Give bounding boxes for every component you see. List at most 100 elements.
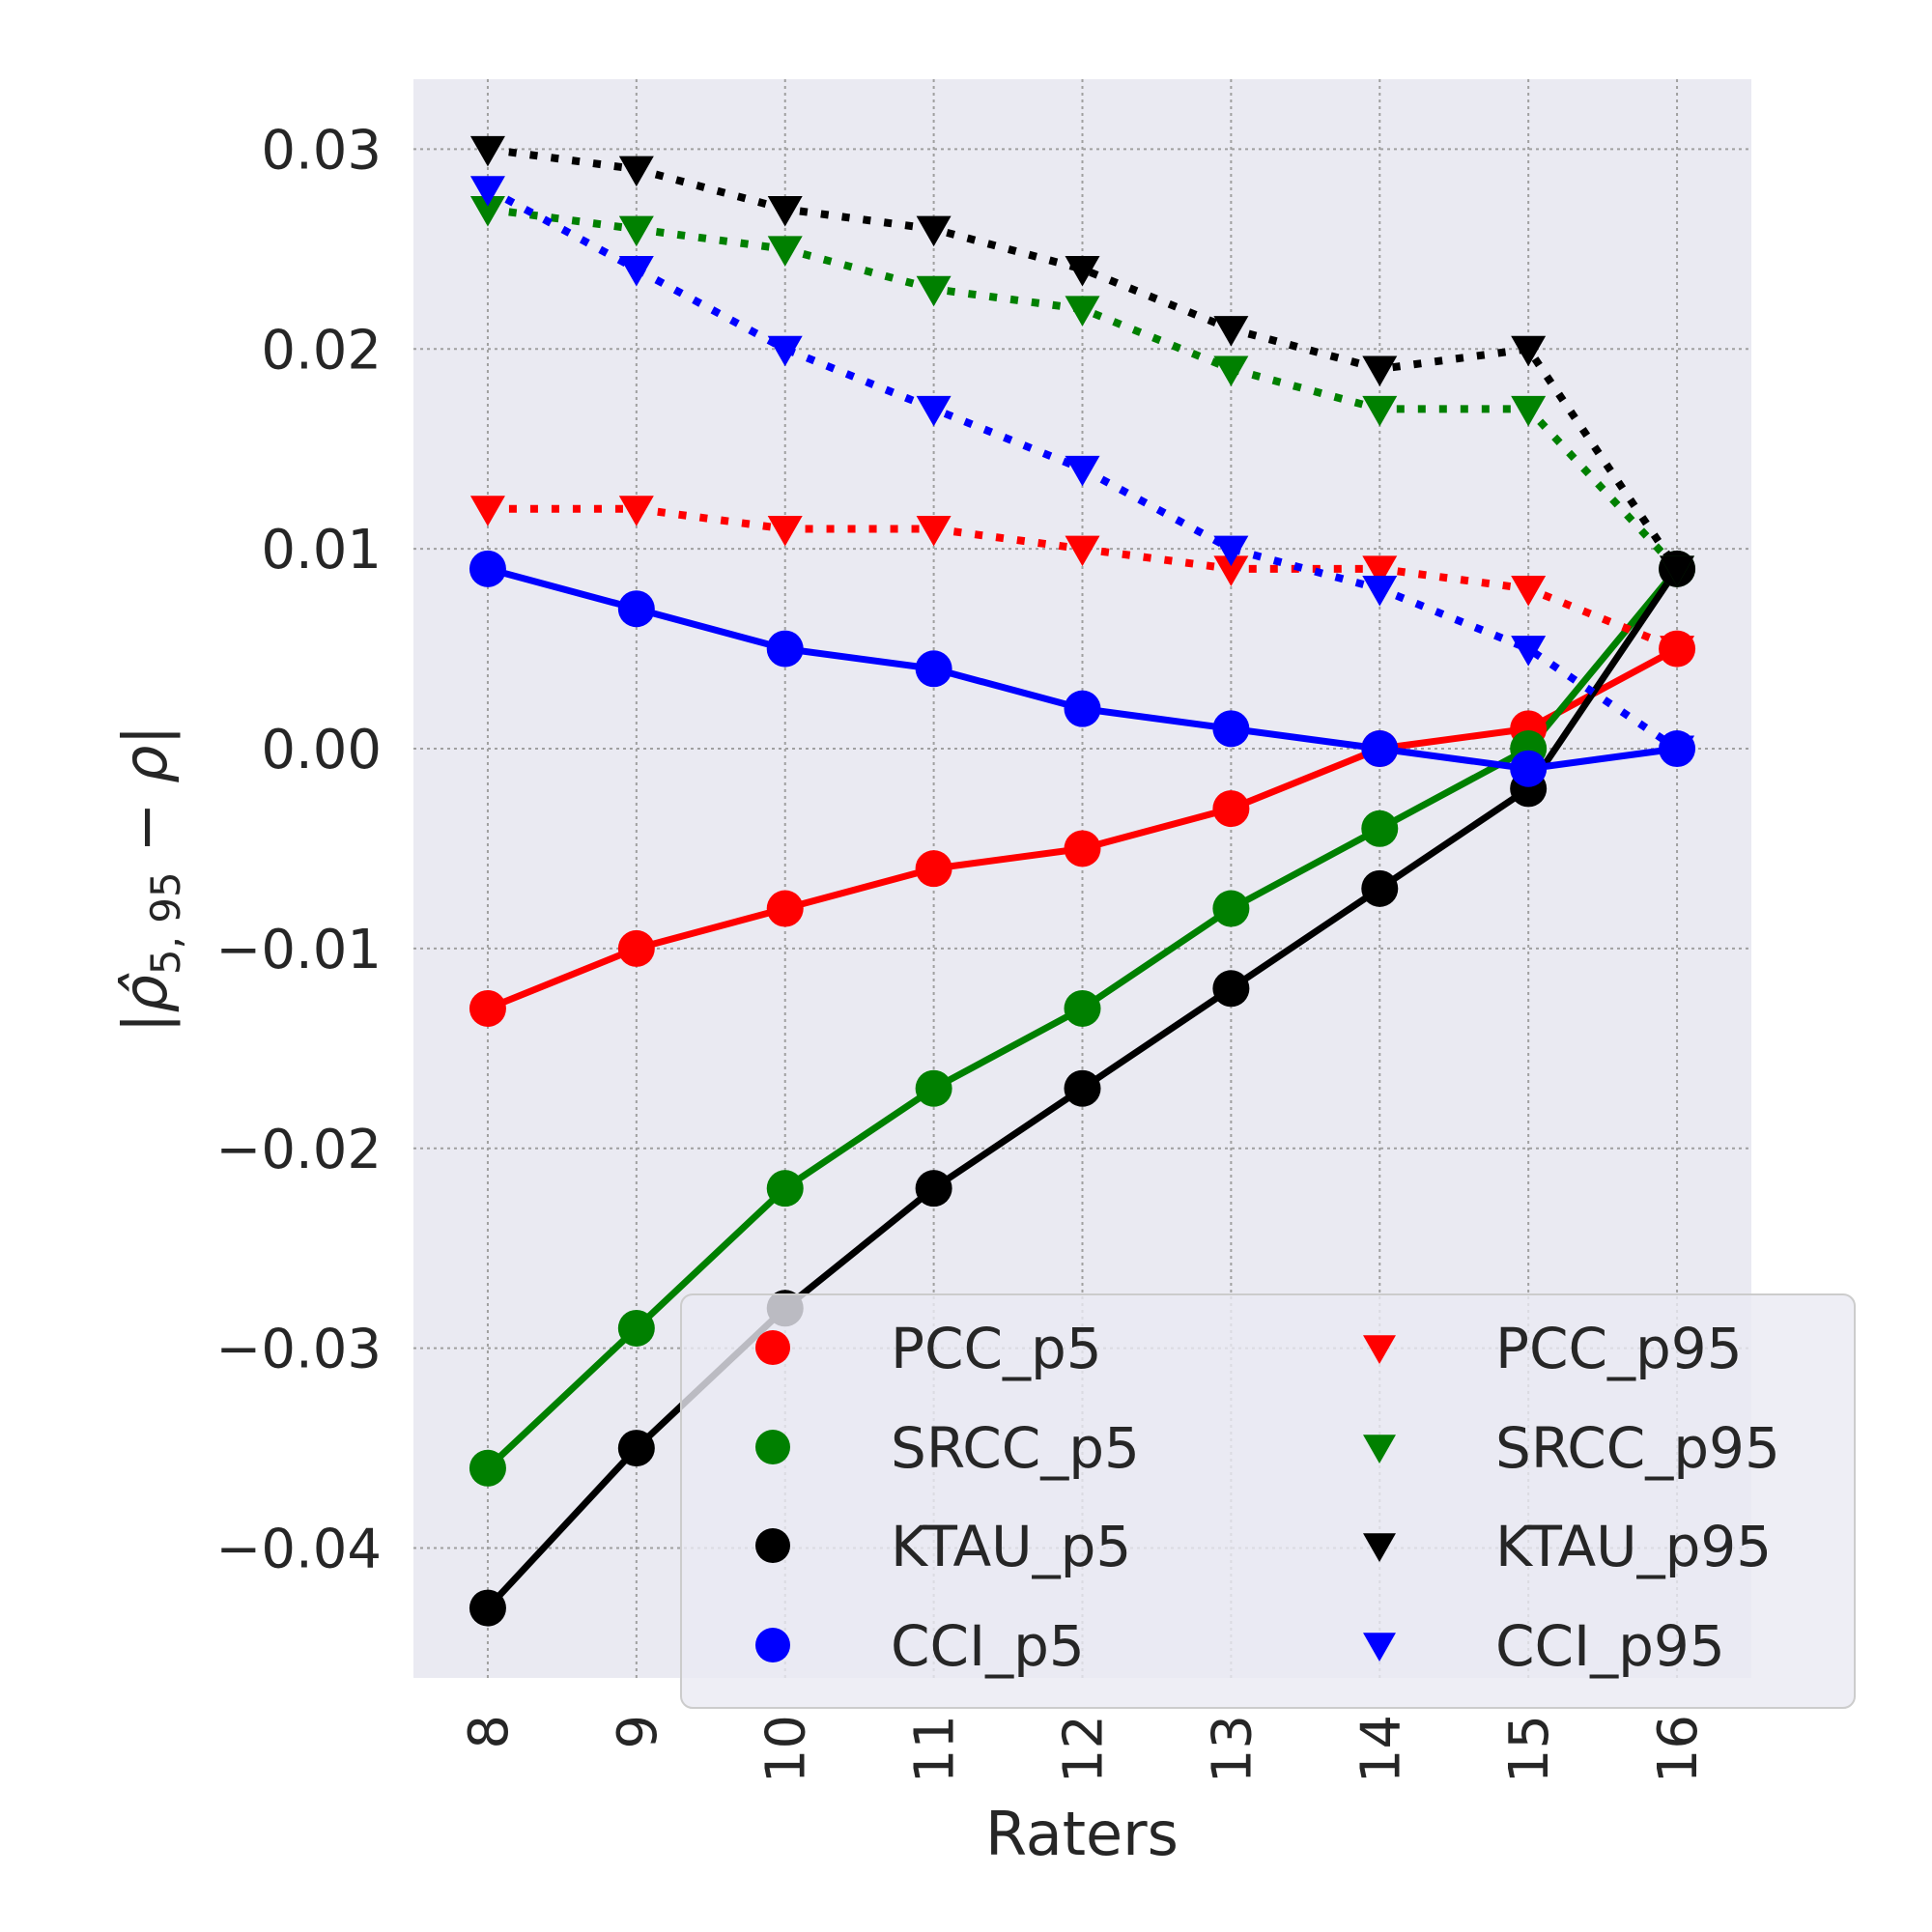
data-point (767, 236, 803, 267)
series-line-cci-p95 (486, 185, 1680, 753)
legend-marker (755, 1330, 790, 1365)
legend-label: PCC_p5 (891, 1316, 1102, 1381)
data-point (915, 1170, 952, 1208)
y-tick-label: 0.02 (261, 319, 382, 382)
legend-marker (1363, 1633, 1396, 1662)
data-point (469, 496, 505, 526)
legend: PCC_p5 SRCC_p5 KTAU_p5 CCI_p5 PCC_p95 SRCC_p9… (680, 1293, 1856, 1709)
data-point (766, 630, 804, 668)
data-point (1064, 989, 1101, 1027)
data-point (618, 496, 654, 526)
data-point (1660, 735, 1695, 767)
legend-label: KTAU_p95 (1495, 1514, 1772, 1579)
data-point (1064, 690, 1101, 727)
data-point (469, 989, 506, 1027)
data-point (1213, 355, 1249, 386)
y-tick-label: −0.04 (215, 1519, 382, 1581)
x-tick-label: 8 (458, 1715, 521, 1749)
y-tick-label: 0.00 (261, 719, 382, 781)
x-tick-label: 12 (1053, 1715, 1116, 1783)
data-point (1065, 535, 1100, 567)
y-tick-label: −0.03 (215, 1319, 382, 1381)
series-markers (469, 135, 1696, 1627)
data-point (1511, 576, 1547, 607)
x-tick-label: 16 (1647, 1715, 1710, 1783)
data-point (915, 850, 952, 888)
legend-box (680, 1293, 1856, 1709)
legend-label: CCI_p5 (891, 1613, 1085, 1679)
data-point (916, 515, 952, 547)
data-point (469, 195, 505, 227)
data-point (1361, 869, 1399, 907)
y-label-minus: − (110, 783, 181, 871)
legend-marker (755, 1430, 790, 1464)
x-tick-label: 14 (1350, 1715, 1412, 1783)
data-point (1660, 555, 1695, 586)
data-point (1212, 970, 1250, 1008)
y-axis-label: |ρ̂5, 95 − ρ| (110, 725, 189, 1034)
legend-marker (1363, 1435, 1396, 1463)
data-point (1362, 355, 1398, 386)
data-point (1212, 710, 1250, 748)
data-point (766, 890, 804, 927)
x-tick-label: 15 (1498, 1715, 1561, 1783)
data-point (617, 1309, 655, 1347)
data-point (767, 195, 803, 227)
data-point (1213, 555, 1249, 586)
data-point (1361, 810, 1399, 847)
data-point (767, 515, 803, 547)
y-label-rho: ρ (110, 746, 181, 783)
data-point (1511, 335, 1547, 367)
data-point (469, 135, 505, 167)
data-point (1511, 395, 1547, 427)
data-point (617, 929, 655, 967)
data-point (1213, 316, 1249, 347)
data-point (916, 395, 952, 427)
legend-label: SRCC_p5 (891, 1415, 1140, 1481)
x-tick-label: 9 (607, 1715, 669, 1749)
data-point (469, 1449, 506, 1487)
y-label-subscript: 5, 95 (142, 871, 189, 975)
legend-marker (1363, 1335, 1396, 1364)
x-tick-label: 10 (755, 1715, 818, 1783)
data-point (469, 1589, 506, 1627)
legend-marker (755, 1628, 790, 1662)
x-tick-label: 13 (1201, 1715, 1264, 1783)
data-point (1064, 830, 1101, 867)
data-point (1065, 296, 1100, 327)
y-label-rho-hat: ρ̂ (110, 973, 181, 1012)
data-point (618, 215, 654, 247)
legend-label: CCI_p95 (1495, 1613, 1725, 1679)
y-tick-label: 0.01 (261, 519, 382, 582)
legend-marker (1363, 1533, 1396, 1562)
y-axis-label-group: |ρ̂5, 95 − ρ| (110, 725, 189, 1034)
x-axis-label: Raters (985, 1799, 1179, 1869)
y-tick-label: −0.01 (215, 919, 382, 981)
y-label-bar-open: | (110, 1012, 182, 1033)
data-point (915, 1069, 952, 1107)
data-point (617, 1430, 655, 1467)
data-point (469, 550, 506, 587)
legend-label: SRCC_p95 (1495, 1415, 1780, 1481)
y-tick-label: −0.02 (215, 1119, 382, 1181)
data-point (1213, 535, 1249, 567)
data-point (1064, 1069, 1101, 1107)
data-point (1362, 395, 1398, 427)
series-line-ktau-p95 (487, 145, 1681, 572)
data-point (766, 1170, 804, 1208)
data-point (1510, 750, 1548, 787)
data-point (1660, 636, 1695, 667)
data-point (618, 156, 654, 187)
x-tick-labels: 8 9 10 11 12 13 14 15 16 (458, 1715, 1710, 1783)
x-tick-label: 11 (904, 1715, 967, 1783)
data-point (767, 335, 803, 367)
data-point (916, 215, 952, 247)
data-point (915, 650, 952, 688)
data-point (618, 256, 654, 287)
legend-marker (755, 1528, 790, 1563)
legend-label: PCC_p95 (1495, 1316, 1743, 1381)
data-point (1065, 256, 1100, 287)
y-tick-label: 0.03 (261, 119, 382, 182)
